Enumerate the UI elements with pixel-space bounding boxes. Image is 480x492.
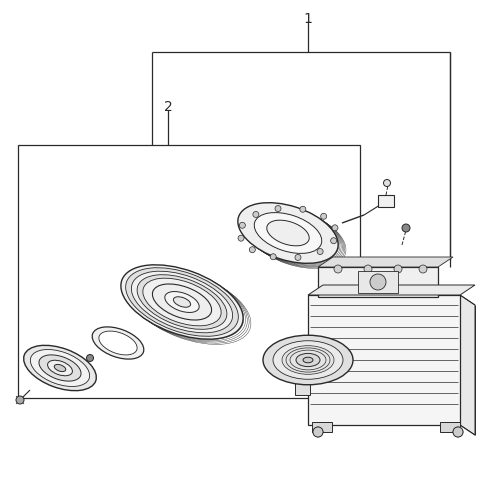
Circle shape [253,212,259,217]
Ellipse shape [24,345,96,391]
Circle shape [295,254,301,260]
Polygon shape [308,285,475,295]
Circle shape [332,225,338,231]
Polygon shape [460,295,475,435]
Circle shape [313,427,323,437]
Bar [440,422,460,432]
Ellipse shape [54,365,66,371]
Circle shape [453,427,463,437]
Circle shape [402,224,410,232]
Circle shape [370,274,386,290]
Ellipse shape [286,348,330,372]
Circle shape [321,214,327,219]
Circle shape [331,238,336,244]
Ellipse shape [121,265,243,339]
Circle shape [334,265,342,273]
Circle shape [86,355,94,362]
Circle shape [16,396,24,404]
Circle shape [238,235,244,241]
Circle shape [313,427,323,437]
Bar [18,145,360,398]
Circle shape [296,361,308,373]
Bar [318,267,438,297]
Circle shape [419,265,427,273]
Circle shape [300,206,306,212]
Circle shape [364,265,372,273]
Circle shape [275,206,281,212]
Ellipse shape [126,268,239,337]
Ellipse shape [238,203,338,263]
Ellipse shape [143,278,221,326]
Circle shape [384,180,391,186]
Ellipse shape [254,213,322,253]
Ellipse shape [303,357,313,363]
Ellipse shape [48,360,72,376]
Ellipse shape [296,353,320,367]
Bar [358,271,398,293]
Ellipse shape [173,297,191,307]
Ellipse shape [282,346,334,374]
Text: 1: 1 [303,12,312,26]
Bar [295,340,310,395]
Polygon shape [318,257,453,267]
Text: 2: 2 [164,100,172,114]
Ellipse shape [137,275,227,329]
Ellipse shape [39,355,81,381]
Circle shape [317,248,323,254]
Circle shape [453,427,463,437]
Circle shape [249,246,255,253]
Ellipse shape [267,220,309,246]
Bar [378,195,394,207]
Ellipse shape [165,292,199,312]
Ellipse shape [132,271,233,333]
Bar [308,295,460,425]
Circle shape [240,222,245,228]
Ellipse shape [273,341,343,379]
Circle shape [270,254,276,260]
Ellipse shape [152,284,212,320]
Bar [312,422,332,432]
Circle shape [394,265,402,273]
Ellipse shape [263,335,353,385]
Ellipse shape [30,349,90,387]
Ellipse shape [99,331,137,355]
Ellipse shape [290,350,326,370]
Ellipse shape [92,327,144,359]
